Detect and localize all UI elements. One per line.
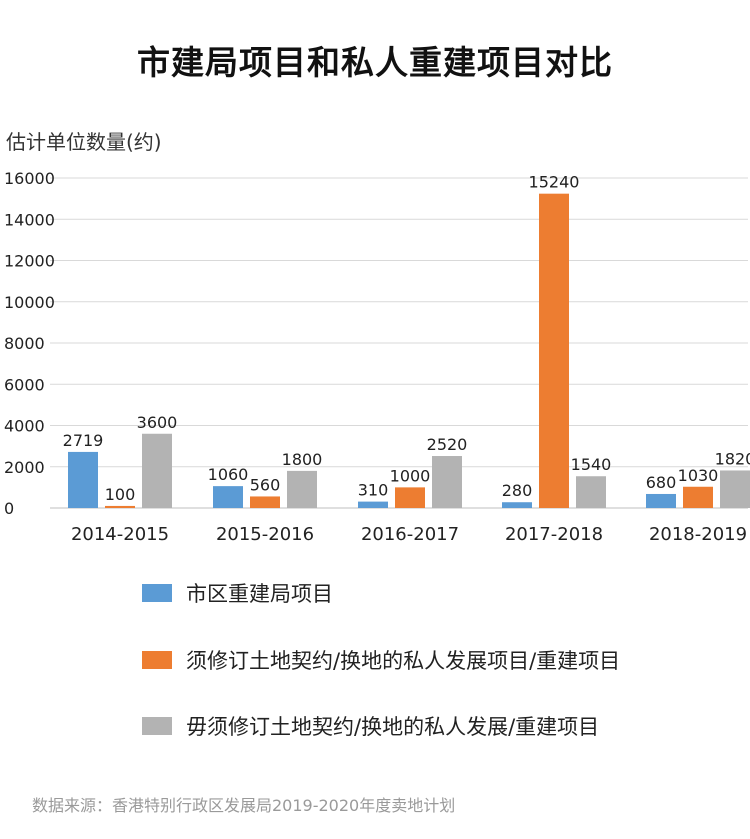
bar-series2 — [250, 496, 280, 508]
legend-item-series1: 市区重建局项目 — [142, 578, 333, 608]
data-label: 1060 — [208, 465, 249, 484]
legend-item-series3: 毋须修订土地契约/换地的私人发展/重建项目 — [142, 711, 599, 741]
source-note: 数据来源：香港特别行政区发展局2019-2020年度卖地计划 — [32, 796, 456, 815]
bar-series1 — [213, 486, 243, 508]
x-tick-label: 2015-2016 — [216, 524, 314, 545]
data-label: 280 — [502, 481, 533, 500]
y-tick-label: 12000 — [4, 252, 55, 271]
y-tick-label: 4000 — [4, 417, 45, 436]
data-label: 680 — [646, 473, 677, 492]
bar-series1 — [358, 501, 388, 508]
data-label: 100 — [105, 485, 136, 504]
legend-label-series1: 市区重建局项目 — [186, 582, 333, 606]
y-tick-label: 2000 — [4, 458, 45, 477]
legend-label-series2: 须修订土地契约/换地的私人发展项目/重建项目 — [186, 649, 621, 673]
y-tick-label: 6000 — [4, 375, 45, 394]
x-tick-label: 2014-2015 — [71, 524, 169, 545]
data-label: 1030 — [678, 466, 719, 485]
bar-series3 — [142, 433, 172, 508]
bar-series2 — [105, 505, 135, 508]
bar-series3 — [287, 470, 317, 508]
legend-swatch-series1 — [142, 584, 172, 602]
data-label: 560 — [250, 475, 281, 494]
x-tick-labels: 2014-2015 2015-2016 2016-2017 2017-2018 2018… — [71, 524, 747, 545]
y-tick-label: 14000 — [4, 210, 55, 229]
legend-item-series2: 须修订土地契约/换地的私人发展项目/重建项目 — [142, 645, 620, 675]
x-tick-label: 2016-2017 — [361, 524, 459, 545]
bar-series2 — [683, 486, 713, 508]
legend-swatch-series2 — [142, 651, 172, 669]
bar-series1 — [646, 493, 676, 508]
x-tick-label: 2017-2018 — [505, 524, 603, 545]
y-axis-label: 估计单位数量(约) — [6, 130, 162, 154]
x-tick-label: 2018-2019 — [649, 524, 747, 545]
bar-series2 — [395, 487, 425, 508]
y-tick-label: 0 — [4, 499, 14, 518]
bar-chart: 0 2000 4000 6000 8000 10000 12000 14000 16000 27… — [4, 169, 750, 545]
data-label: 2520 — [427, 435, 468, 454]
y-tick-label: 10000 — [4, 293, 55, 312]
bars — [68, 193, 750, 509]
legend-label-series3: 毋须修订土地契约/换地的私人发展/重建项目 — [186, 715, 600, 739]
gridlines — [50, 177, 748, 509]
y-tick-labels: 0 2000 4000 6000 8000 10000 12000 14000 16000 — [4, 169, 55, 518]
data-label: 1000 — [390, 466, 431, 485]
data-label: 310 — [358, 481, 389, 500]
chart-title: 市建局项目和私人重建项目对比 — [137, 43, 613, 82]
bar-series1 — [502, 502, 532, 508]
data-label: 3600 — [137, 413, 178, 432]
y-tick-label: 16000 — [4, 169, 55, 188]
bar-series3 — [720, 470, 750, 508]
legend-swatch-series3 — [142, 717, 172, 735]
data-label: 1540 — [571, 455, 612, 474]
data-label: 1800 — [282, 450, 323, 469]
bar-series3 — [432, 456, 462, 508]
bar-series1 — [68, 451, 98, 508]
bar-series3 — [576, 476, 606, 508]
data-label: 15240 — [529, 173, 580, 192]
data-label: 2719 — [63, 431, 104, 450]
y-tick-label: 8000 — [4, 334, 45, 353]
bar-series2 — [539, 193, 569, 509]
